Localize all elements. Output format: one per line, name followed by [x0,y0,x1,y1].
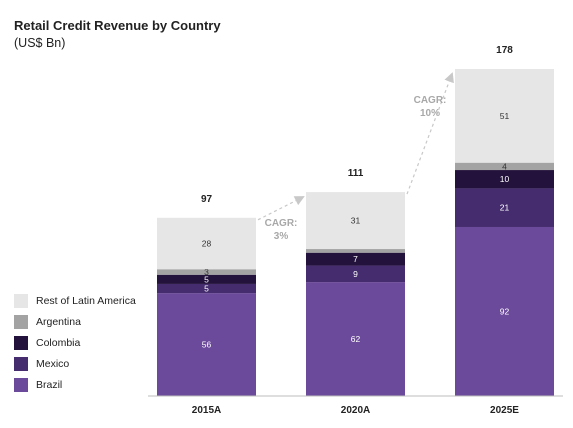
legend-swatch-mexico [14,356,28,371]
data-label-brazil-2020a: 62 [351,334,361,344]
cagr-arrow-2 [406,72,454,195]
bar-segment-argentina-2025e [455,162,554,171]
bar-segment-argentina-2020a [306,249,405,253]
total-label-2015a: 97 [201,194,213,205]
legend-swatch-colombia [14,335,28,350]
x-tick-label-2015a: 2015A [192,405,221,416]
data-label-mexico-2025e: 21 [500,203,510,213]
chart-title: Retail Credit Revenue by Country [14,18,221,33]
data-label-colombia-2015a: 5 [204,274,209,284]
data-label-rest-of-latin-america-2025e: 51 [500,111,510,121]
data-label-mexico-2020a: 9 [353,269,358,279]
bar-segment-rest-of-latin-america-2015a [157,217,256,270]
bar-segment-rest-of-latin-america-2025e [455,69,554,163]
bar-segment-mexico-2015a [157,283,256,294]
bar-segment-mexico-2020a [306,265,405,283]
bar-segment-argentina-2015a [157,269,256,275]
legend-label-rest-of-latin-america: Rest of Latin America [36,294,136,307]
chart-subtitle: (US$ Bn) [14,36,66,50]
legend-item-rest-of-latin-america: Rest of Latin America [14,290,136,311]
legend-label-brazil: Brazil [36,378,63,391]
bar-segment-colombia-2025e [455,170,554,189]
legend-swatch-brazil [14,377,28,392]
legend: Rest of Latin America Argentina Colombia… [14,290,136,395]
bar-segment-brazil-2020a [306,282,405,396]
x-tick-label-2020a: 2020A [341,405,370,416]
legend-label-colombia: Colombia [36,336,81,349]
x-tick-label-2025e: 2025E [490,405,519,416]
bar-segment-mexico-2025e [455,188,554,227]
legend-swatch-rest-of-latin-america [14,293,28,308]
data-label-mexico-2015a: 5 [204,284,209,294]
data-label-colombia-2025e: 10 [500,174,510,184]
legend-item-mexico: Mexico [14,353,136,374]
legend-item-brazil: Brazil [14,374,136,395]
cagr-label-1-line1: CAGR: [265,218,298,229]
total-label-2025e: 178 [496,45,513,56]
bar-segment-brazil-2015a [157,293,256,396]
total-label-2020a: 111 [348,168,364,179]
legend-item-colombia: Colombia [14,332,136,353]
data-label-rest-of-latin-america-2020a: 31 [351,216,361,226]
data-label-brazil-2025e: 92 [500,306,510,316]
cagr-arrow-1 [257,196,305,221]
bar-segment-colombia-2015a [157,274,256,284]
bar-segment-rest-of-latin-america-2020a [306,192,405,250]
legend-item-argentina: Argentina [14,311,136,332]
data-label-brazil-2015a: 56 [202,340,212,350]
legend-label-mexico: Mexico [36,357,70,370]
bar-segment-brazil-2025e [455,226,554,396]
data-label-argentina-2015a: 3 [204,267,209,277]
data-label-colombia-2020a: 7 [353,254,358,264]
bar-segment-colombia-2020a [306,252,405,266]
data-label-argentina-2025e: 4 [502,161,507,171]
cagr-label-2-line1: CAGR: [414,95,447,106]
data-label-rest-of-latin-america-2015a: 28 [202,239,212,249]
cagr-label-2-line2: 10% [420,108,440,119]
cagr-label-1-line2: 3% [274,231,289,242]
legend-label-argentina: Argentina [36,315,81,328]
legend-swatch-argentina [14,314,28,329]
